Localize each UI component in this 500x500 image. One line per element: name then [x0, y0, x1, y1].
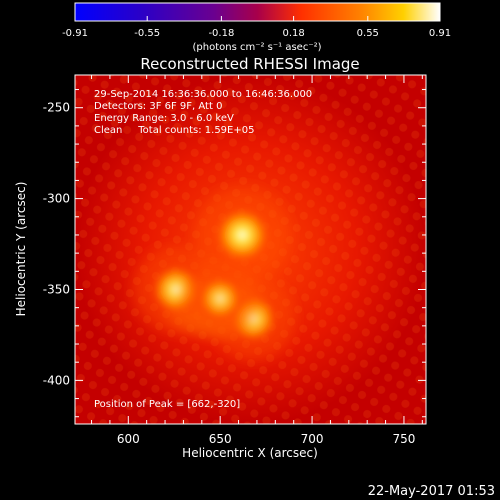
y-tick-label: -400 — [43, 373, 70, 387]
colorbar-tick-label: -0.91 — [62, 28, 88, 39]
info-line: 29-Sep-2014 16:36:36.000 to 16:46:36.000 — [94, 89, 312, 100]
x-tick-label: 700 — [301, 432, 324, 446]
source-blob — [196, 274, 244, 323]
x-tick-label: 750 — [392, 432, 415, 446]
x-tick-label: 650 — [209, 432, 232, 446]
colorbar-tick-label: 0.18 — [282, 28, 304, 39]
colorbar-tick-label: -0.18 — [208, 28, 234, 39]
y-tick-label: -250 — [43, 101, 70, 115]
info-line: Energy Range: 3.0 - 6.0 keV — [94, 113, 234, 124]
image-plot: 600 650 700 750 -250 -300 -350 -400 29-Sep-201… — [43, 74, 427, 446]
y-axis-label: Heliocentric Y (arcsec) — [14, 182, 28, 317]
source-blob — [212, 204, 273, 265]
colorbar: -0.91 -0.55 -0.18 0.18 0.55 0.91 (photons cm⁻… — [62, 2, 451, 53]
y-tick-label: -300 — [43, 192, 70, 206]
footer-timestamp: 22-May-2017 01:53 — [368, 484, 495, 499]
peak-position-text: Position of Peak = [662,-320] — [94, 399, 240, 410]
colorbar-tick-label: 0.55 — [357, 28, 379, 39]
plot-title: Reconstructed RHESSI Image — [140, 55, 359, 73]
colorbar-tick-label: 0.91 — [429, 28, 451, 39]
colorbar-units: (photons cm⁻² s⁻¹ asec⁻²) — [192, 42, 321, 53]
colorbar-tick-label: -0.55 — [134, 28, 160, 39]
y-tick-label: -350 — [43, 282, 70, 296]
plot-frame — [74, 74, 427, 425]
x-axis-label: Heliocentric X (arcsec) — [182, 446, 318, 460]
info-line: Clean Total counts: 1.59E+05 — [94, 125, 254, 136]
info-block: 29-Sep-2014 16:36:36.000 to 16:46:36.000… — [94, 89, 312, 136]
colorbar-gradient — [74, 2, 441, 22]
x-tick-label: 600 — [117, 432, 140, 446]
info-line: Detectors: 3F 6F 9F, Att 0 — [94, 101, 222, 112]
